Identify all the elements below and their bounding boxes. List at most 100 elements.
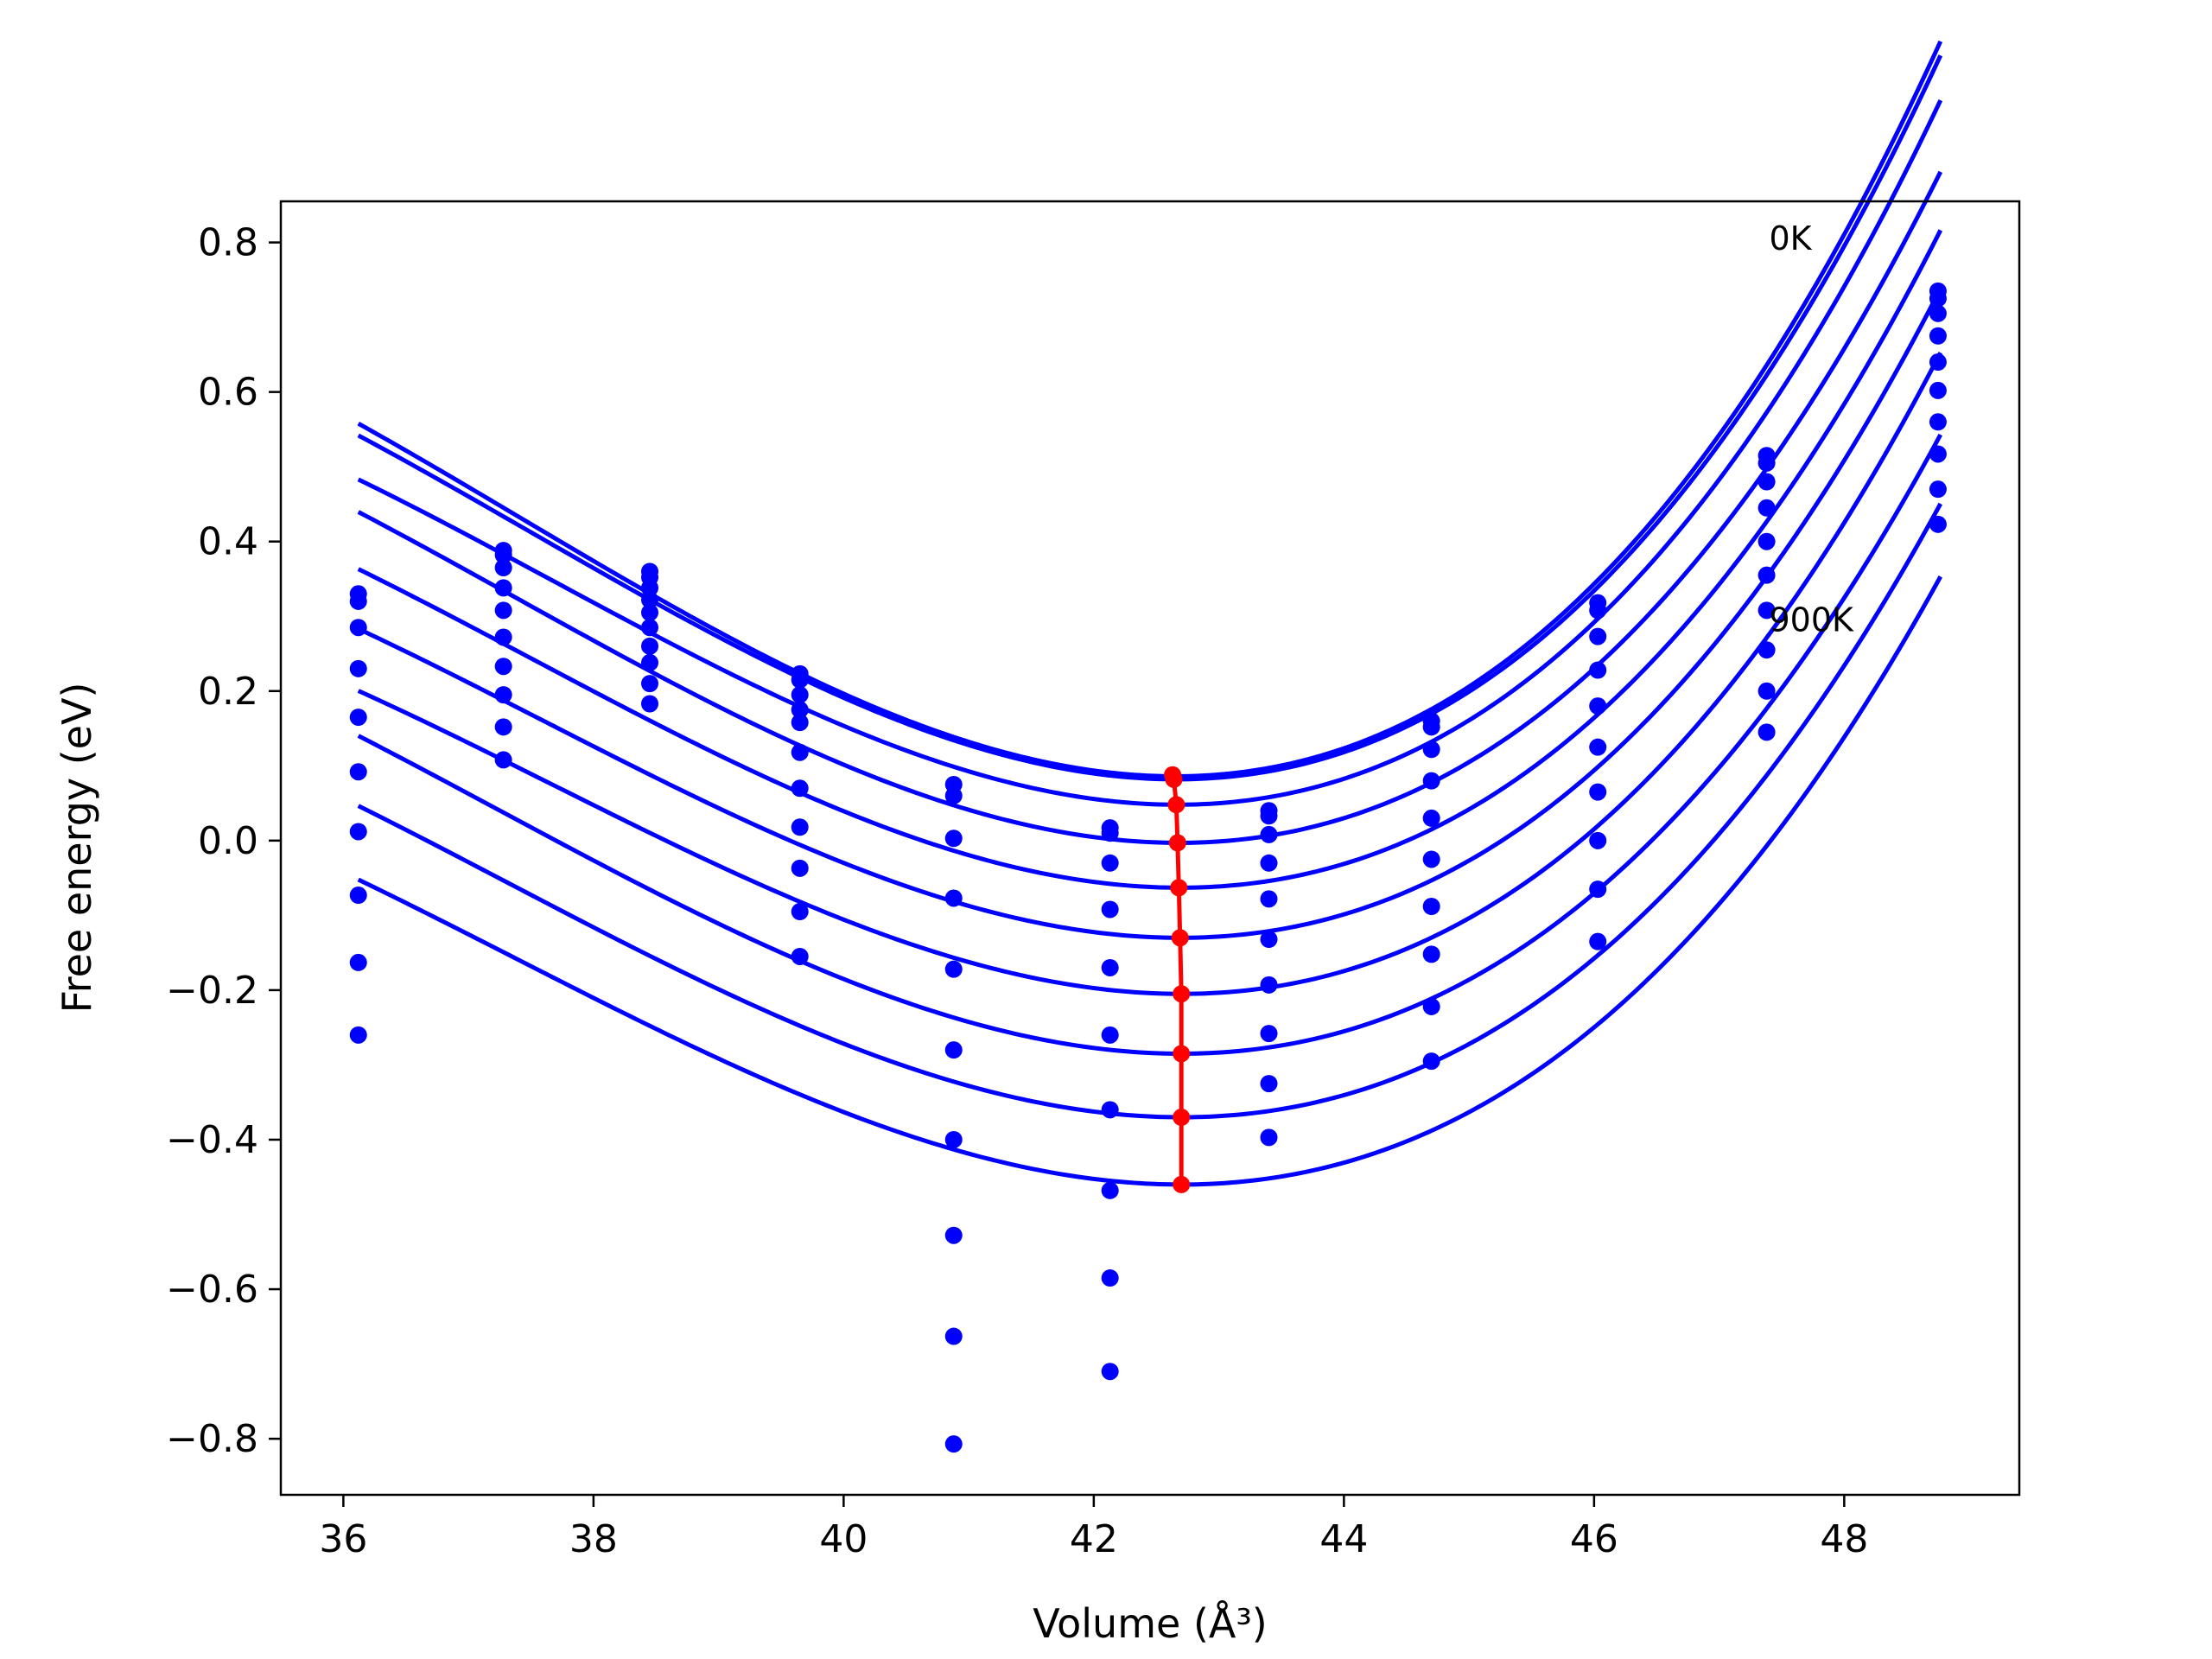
fit-curves [357, 40, 1943, 1187]
data-point [641, 637, 659, 655]
fit-curve-0 [357, 40, 1943, 779]
data-point [944, 1226, 963, 1244]
data-point [1929, 515, 1947, 533]
data-point [1101, 1363, 1119, 1381]
data-point [944, 786, 963, 804]
data-point [1929, 445, 1947, 463]
data-point [791, 903, 809, 921]
data-point [1929, 381, 1947, 399]
data-point [349, 887, 367, 905]
fit-curve-1 [357, 54, 1943, 782]
data-point [791, 701, 809, 719]
data-point [494, 658, 512, 676]
equilibrium-point [1165, 770, 1183, 788]
data-point [349, 953, 367, 971]
data-point [641, 579, 659, 597]
data-point [494, 579, 512, 597]
x-axis-title: Volume (Å³) [1033, 1600, 1268, 1647]
data-point [1758, 473, 1776, 491]
x-tick-label: 42 [1070, 1517, 1118, 1561]
data-point [1260, 854, 1278, 872]
data-point [1589, 831, 1607, 849]
data-point [494, 601, 512, 620]
y-axis-ticks: 0.8 0.6 0.4 0.2 0.0 −0.2 −0.4 −0.6 −0.8 [166, 221, 281, 1461]
annotation-0k: 0K [1770, 219, 1813, 257]
data-point [1589, 627, 1607, 645]
data-point [1758, 532, 1776, 550]
data-point [1422, 997, 1440, 1015]
data-points [349, 282, 1947, 1453]
data-point [641, 603, 659, 621]
plot-frame [279, 200, 2021, 1497]
data-point [791, 743, 809, 761]
fit-curve-5 [357, 287, 1943, 940]
data-point [791, 779, 809, 798]
data-point [1758, 682, 1776, 700]
data-point [944, 1327, 963, 1345]
data-point [1260, 1075, 1278, 1093]
data-point [641, 591, 659, 609]
data-point [494, 546, 512, 564]
equilibrium-point [1173, 1109, 1191, 1127]
fit-curve-8 [357, 502, 1943, 1120]
y-tick-label: −0.8 [166, 1417, 258, 1461]
data-point [944, 889, 963, 907]
data-point [1929, 480, 1947, 499]
data-point [1758, 454, 1776, 472]
data-point [1101, 824, 1119, 842]
data-point [791, 947, 809, 965]
data-point [1101, 1026, 1119, 1044]
data-point [1260, 1025, 1278, 1043]
data-point [1589, 880, 1607, 899]
data-point [1260, 931, 1278, 949]
fit-curve-3 [357, 170, 1943, 845]
equilibrium-point [1173, 985, 1191, 1003]
data-point [944, 830, 963, 848]
data-point [1929, 413, 1947, 431]
data-point [1758, 601, 1776, 620]
data-point [349, 1026, 367, 1044]
data-point [1422, 809, 1440, 827]
data-point [641, 695, 659, 713]
x-tick-label: 48 [1820, 1517, 1868, 1561]
data-point [1589, 601, 1607, 620]
data-point [944, 960, 963, 978]
fit-curve-4 [357, 229, 1943, 890]
data-point [1101, 958, 1119, 976]
y-tick-label: 0.0 [198, 819, 258, 863]
data-point [641, 653, 659, 671]
data-point [1260, 1128, 1278, 1147]
data-point [1422, 718, 1440, 736]
data-point [1422, 897, 1440, 915]
x-axis-ticks: 36 38 40 42 44 46 48 [319, 1495, 1868, 1561]
y-tick-label: −0.2 [166, 969, 258, 1013]
data-point [1260, 976, 1278, 994]
fit-curve-6 [357, 351, 1943, 996]
data-point [1589, 738, 1607, 756]
data-point [349, 592, 367, 610]
data-point [1101, 1181, 1119, 1199]
data-point [1758, 723, 1776, 741]
data-point [494, 628, 512, 646]
data-point [944, 1041, 963, 1059]
data-point [1929, 327, 1947, 345]
data-point [641, 675, 659, 693]
data-point [1422, 945, 1440, 963]
data-point [791, 671, 809, 689]
data-point [641, 619, 659, 637]
equilibrium-point [1167, 796, 1185, 814]
data-point [1758, 499, 1776, 517]
equilibrium-point [1173, 1045, 1191, 1063]
y-tick-label: 0.4 [198, 520, 258, 564]
data-point [791, 686, 809, 704]
data-point [944, 1435, 963, 1453]
y-tick-label: 0.2 [198, 670, 258, 714]
data-point [1929, 353, 1947, 372]
data-point [1929, 289, 1947, 308]
data-point [1589, 697, 1607, 715]
data-point [349, 823, 367, 841]
data-point [349, 619, 367, 637]
equilibrium-point [1168, 834, 1186, 852]
y-tick-label: −0.4 [166, 1118, 258, 1162]
data-point [1422, 850, 1440, 868]
